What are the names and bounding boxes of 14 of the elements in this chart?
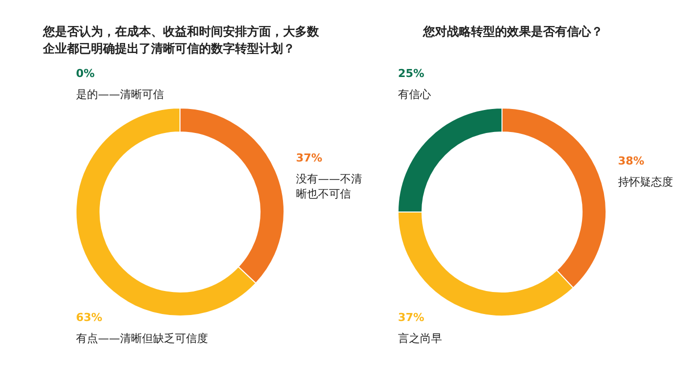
chart-title: 您对战略转型的效果是否有信心？ xyxy=(422,24,603,38)
data-label: 63% xyxy=(76,311,102,324)
slice-label: 言之尚早 xyxy=(398,332,442,345)
data-label: 25% xyxy=(398,67,424,80)
data-label: 37% xyxy=(296,152,322,165)
category-label: 是的——清晰可信 xyxy=(76,88,164,101)
slice-label: 没有——不清晰也不可信 xyxy=(296,172,362,201)
text: 0% xyxy=(76,67,95,80)
data-label: 38% xyxy=(618,154,644,168)
chart-title: 您是否认为，在成本、收益和时间安排方面，大多数企业都已明确提出了清晰可信的数字转型计划？ xyxy=(42,24,320,56)
slice-label: 有点——清晰但缺乏可信度 xyxy=(76,332,208,345)
slice-label: 有信心 xyxy=(398,88,431,101)
data-label: 37% xyxy=(398,311,424,324)
slice-label: 持怀疑态度 xyxy=(618,176,673,189)
